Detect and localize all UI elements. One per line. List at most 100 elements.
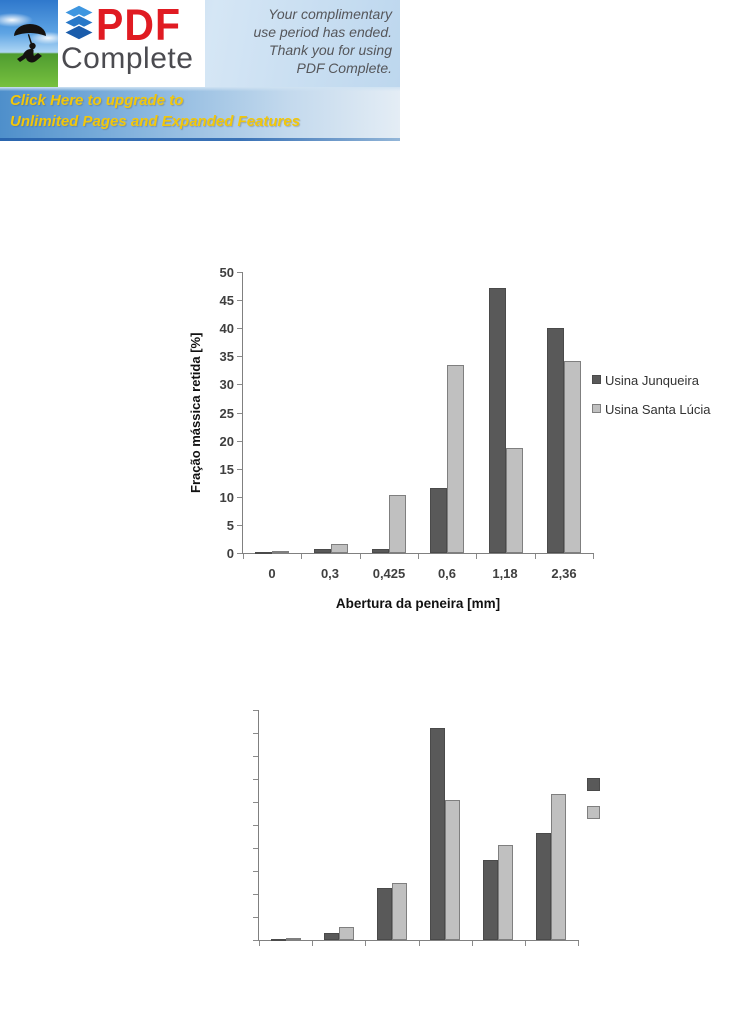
man-with-umbrella-icon: [14, 24, 46, 63]
chart-1-y-tick-label: 30: [219, 377, 234, 392]
chart-1-y-tick-label: 50: [219, 265, 234, 280]
chart-1-y-axis-tick: [237, 469, 242, 470]
chart-1-legend-label-1: Usina Junqueira: [605, 373, 699, 388]
chart-2-bar-series2-cat5: [498, 845, 513, 940]
chart-1-bar-series2-cat4: [447, 365, 464, 553]
chart-1-y-tick-label: 40: [219, 321, 234, 336]
chart-2-x-axis: [258, 940, 579, 941]
chart-2-y-axis-tick: [253, 733, 258, 734]
chart-1-y-tick-label: 15: [219, 462, 234, 477]
chart-1-bar-series1-cat2: [314, 549, 331, 553]
banner-top: PDF Complete Your complimentary use peri…: [0, 0, 400, 87]
chart-1-y-axis-tick: [237, 328, 242, 329]
chart-1-x-axis-tick: [360, 554, 361, 559]
chart-2-x-axis-tick: [472, 941, 473, 946]
chart-2-bar-series2-cat2: [339, 927, 354, 940]
chart-2-x-axis-tick: [259, 941, 260, 946]
chart-1-y-tick-label: 45: [219, 293, 234, 308]
message-line-3: Thank you for using: [269, 42, 392, 58]
chart-2-y-axis-tick: [253, 940, 258, 941]
upgrade-link[interactable]: Click Here to upgrade to Unlimited Pages…: [0, 87, 400, 141]
chart-1-bar-series1-cat6: [547, 328, 564, 553]
layers-icon: [62, 4, 96, 41]
chart-1-y-axis-tick: [237, 525, 242, 526]
chart-1-y-tick-label: 0: [226, 546, 234, 561]
chart-1-x-tick-label: 0: [268, 566, 276, 581]
chart-2-y-axis-tick: [253, 871, 258, 872]
chart-2-bar-series1-cat1: [271, 939, 286, 941]
chart-2-y-axis-tick: [253, 779, 258, 780]
chart-1-y-axis-tick: [237, 413, 242, 414]
chart-2-y-axis-tick: [253, 917, 258, 918]
chart-2-y-axis: [258, 710, 259, 941]
chart-1-legend-swatch-1: [592, 375, 601, 384]
chart-1-y-axis-tick: [237, 272, 242, 273]
chart-2-y-axis-tick: [253, 756, 258, 757]
chart-1-bar-series1-cat4: [430, 488, 447, 553]
chart-1-y-axis-tick: [237, 497, 242, 498]
chart-2-bar-series2-cat1: [286, 938, 301, 940]
chart-2-bar-series1-cat2: [324, 933, 339, 940]
chart-1-legend-swatch-2: [592, 404, 601, 413]
chart-1-x-tick-label: 2,36: [551, 566, 577, 581]
chart-2-bar-series1-cat6: [536, 833, 551, 940]
logo-complete-text: Complete: [61, 42, 194, 75]
chart-1-bar-series2-cat3: [389, 495, 406, 553]
chart-1-legend-label-2: Usina Santa Lúcia: [605, 402, 711, 417]
chart-2-y-axis-tick: [253, 894, 258, 895]
pdf-complete-logo: PDF Complete: [58, 0, 205, 87]
chart-2-bar-series2-cat4: [445, 800, 460, 940]
chart-1-bar-series2-cat6: [564, 361, 581, 553]
chart-2-legend-swatch-2: [587, 806, 600, 819]
logo-pdf-text: PDF: [96, 0, 181, 50]
banner-bottom-border: [0, 138, 400, 141]
chart-1-y-tick-label: 10: [219, 490, 234, 505]
upgrade-line-1: Click Here to upgrade to: [10, 92, 184, 109]
trial-ended-message: Your complimentary use period has ended.…: [200, 5, 392, 83]
chart-2-x-axis-tick: [525, 941, 526, 946]
pdf-complete-banner: PDF Complete Your complimentary use peri…: [0, 0, 400, 141]
chart-2-y-axis-tick: [253, 802, 258, 803]
chart-1-x-axis-tick: [301, 554, 302, 559]
upgrade-line-2: Unlimited Pages and Expanded Features: [10, 113, 301, 130]
chart-2-y-axis-tick: [253, 848, 258, 849]
chart-1-y-axis-tick: [237, 356, 242, 357]
chart-1-bar-series2-cat2: [331, 544, 348, 553]
chart-2-bar-series1-cat5: [483, 860, 498, 940]
chart-1-x-axis-tick: [535, 554, 536, 559]
chart-1-y-axis-title: Fração mássica retida [%]: [188, 332, 203, 493]
chart-2-bar-series2-cat3: [392, 883, 407, 940]
chart-2-y-axis-tick: [253, 825, 258, 826]
chart-1-bar-series1-cat1: [255, 552, 272, 554]
chart-2-legend-swatch-1: [587, 778, 600, 791]
message-line-1: Your complimentary: [268, 6, 392, 22]
chart-2-x-axis-tick: [312, 941, 313, 946]
chart-1-y-tick-label: 5: [226, 518, 234, 533]
chart-1-bar-series2-cat5: [506, 448, 523, 553]
chart-1-x-tick-label: 1,18: [492, 566, 518, 581]
chart-1-x-axis: [242, 553, 594, 554]
chart-1-y-axis-tick: [237, 441, 242, 442]
chart-1-y-tick-label: 25: [219, 406, 234, 421]
chart-1-x-axis-tick: [593, 554, 594, 559]
chart-1-x-tick-label: 0,3: [320, 566, 340, 581]
chart-1-x-tick-label: 0,6: [437, 566, 457, 581]
jumping-man-photo: [0, 0, 58, 87]
chart-2-bar-series2-cat6: [551, 794, 566, 940]
chart-1-x-axis-tick: [243, 554, 244, 559]
chart-2-x-axis-tick: [578, 941, 579, 946]
chart-1-y-axis-tick: [237, 553, 242, 554]
chart-1-x-axis-title: Abertura da peneira [mm]: [335, 596, 501, 611]
chart-2-bar-series1-cat3: [377, 888, 392, 940]
chart-1-y-tick-label: 35: [219, 349, 234, 364]
chart-1-x-axis-tick: [476, 554, 477, 559]
chart-1-y-axis-tick: [237, 300, 242, 301]
chart-2-x-axis-tick: [419, 941, 420, 946]
chart-1-y-axis-tick: [237, 384, 242, 385]
chart-2-bar-series1-cat4: [430, 728, 445, 940]
chart-2-x-axis-tick: [365, 941, 366, 946]
chart-1-y-axis: [242, 272, 243, 554]
chart-1-bar-series1-cat3: [372, 549, 389, 553]
message-line-4: PDF Complete.: [296, 60, 392, 76]
